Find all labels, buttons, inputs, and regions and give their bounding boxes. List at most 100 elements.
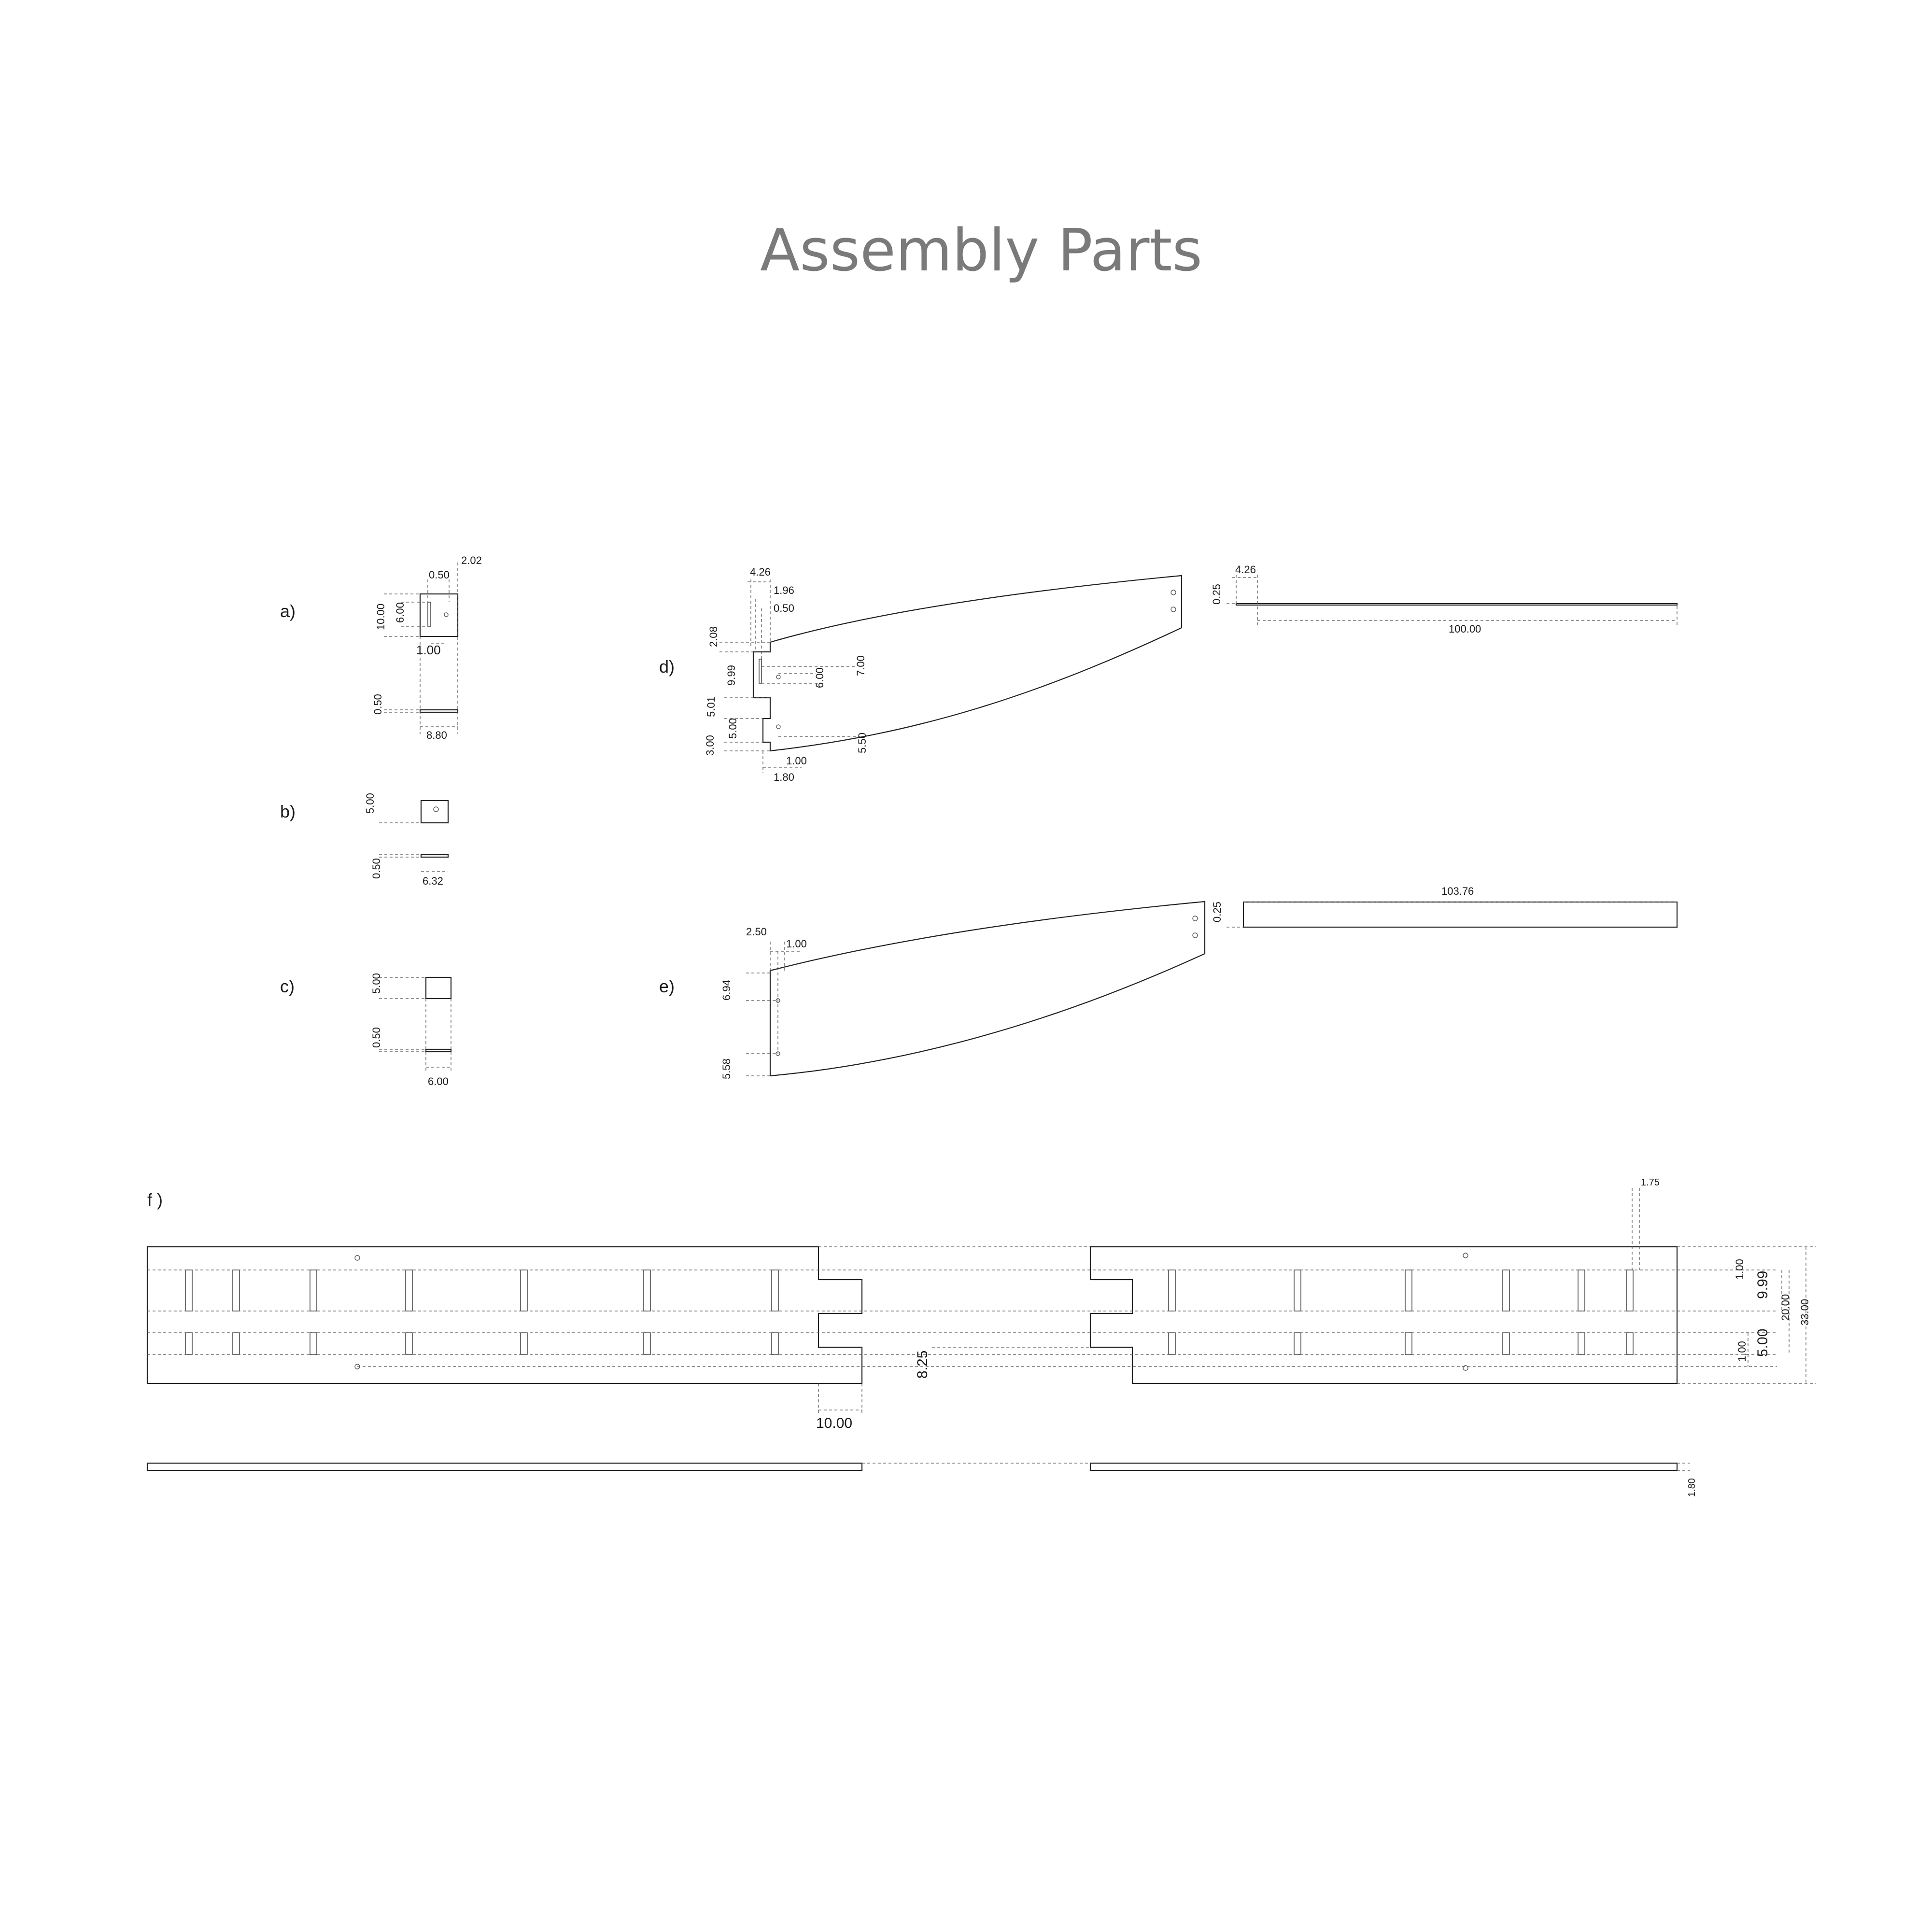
part-e-hole-3 bbox=[1192, 916, 1198, 921]
part-f-right-slot-lower-6 bbox=[1626, 1332, 1634, 1355]
part-b-hole bbox=[433, 806, 439, 812]
part-b-plan-view bbox=[420, 800, 449, 824]
part-e-hole-2 bbox=[776, 1051, 780, 1056]
part-d-profile bbox=[752, 575, 1183, 752]
dim-c-5-00: 5.00 bbox=[370, 973, 382, 994]
part-f-left-slot-upper-1 bbox=[185, 1269, 193, 1312]
dim-f-1-75: 1.75 bbox=[1641, 1177, 1660, 1188]
part-f-left-slot-lower-6 bbox=[643, 1332, 651, 1355]
dim-b-0-50: 0.50 bbox=[370, 858, 382, 879]
dim-e-1-00: 1.00 bbox=[786, 938, 807, 950]
part-f-hole-3 bbox=[1463, 1253, 1468, 1258]
part-f-left-slot-upper-3 bbox=[310, 1269, 317, 1312]
dim-f-10-00: 10.00 bbox=[816, 1415, 852, 1431]
dim-f-9-99: 9.99 bbox=[1755, 1271, 1771, 1299]
dim-f-1-80: 1.80 bbox=[1687, 1478, 1697, 1497]
part-f-left-side-view bbox=[146, 1462, 863, 1471]
dim-c-0-50: 0.50 bbox=[370, 1027, 382, 1048]
part-label-f: f ) bbox=[147, 1190, 163, 1210]
part-b: 5.00 0.50 6.32 bbox=[364, 793, 449, 887]
dim-d-side-0-25: 0.25 bbox=[1211, 584, 1223, 605]
part-d: 4.26 1.96 0.50 2.08 7.00 9.99 6.00 5.01 … bbox=[704, 564, 1678, 783]
part-f-hole-1 bbox=[354, 1255, 360, 1261]
part-f-left-slot-upper-5 bbox=[520, 1269, 528, 1312]
part-f-right-slot-upper-2 bbox=[1294, 1269, 1301, 1312]
part-label-c: c) bbox=[280, 976, 295, 996]
part-a: 2.02 0.50 10.00 6.00 1.00 0.50 8.80 bbox=[372, 554, 482, 741]
part-f-left-slot-lower-3 bbox=[310, 1332, 317, 1355]
part-e: 2.50 1.00 6.94 5.58 0.25 103.76 bbox=[720, 885, 1678, 1079]
dim-d-5-00: 5.00 bbox=[727, 718, 739, 739]
dim-d-1-96: 1.96 bbox=[774, 584, 794, 596]
part-a-hole bbox=[444, 612, 449, 617]
part-e-side-view bbox=[1242, 901, 1678, 928]
dim-d-4-26: 4.26 bbox=[750, 566, 771, 578]
part-f-left-slot-lower-5 bbox=[520, 1332, 528, 1355]
part-f-right-slot-lower-5 bbox=[1578, 1332, 1585, 1355]
part-a-slot bbox=[427, 602, 431, 627]
dim-d-1-80: 1.80 bbox=[774, 771, 794, 783]
part-f: 1.75 1.00 9.99 20.00 33.00 5.00 1.00 8.2… bbox=[146, 1177, 1816, 1497]
part-f-left-slot-upper-6 bbox=[643, 1269, 651, 1312]
part-f-left-panel bbox=[146, 1246, 863, 1384]
part-label-a: a) bbox=[280, 601, 296, 621]
dim-f-33-00: 33.00 bbox=[1799, 1299, 1811, 1326]
part-f-left-slot-lower-2 bbox=[232, 1332, 240, 1355]
dim-d-9-99: 9.99 bbox=[725, 665, 737, 686]
part-d-hole-2 bbox=[776, 724, 781, 729]
dim-d-1-00: 1.00 bbox=[786, 755, 807, 767]
part-e-hole-4 bbox=[1192, 932, 1198, 938]
dim-d-100-00: 100.00 bbox=[1449, 623, 1481, 635]
dim-b-6-32: 6.32 bbox=[423, 875, 443, 887]
part-label-b: b) bbox=[280, 802, 296, 821]
part-f-left-slot-lower-4 bbox=[405, 1332, 413, 1355]
dim-d-6-00: 6.00 bbox=[814, 667, 826, 688]
part-d-side-view bbox=[1235, 603, 1678, 606]
dim-d-side-4-26: 4.26 bbox=[1235, 564, 1256, 576]
dim-d-3-00: 3.00 bbox=[704, 735, 716, 756]
part-f-left-slot-upper-4 bbox=[405, 1269, 413, 1312]
part-f-right-side-view bbox=[1089, 1462, 1678, 1471]
dim-f-8-25: 8.25 bbox=[915, 1351, 931, 1379]
part-f-left-slot-upper-2 bbox=[232, 1269, 240, 1312]
part-e-profile bbox=[769, 901, 1206, 1077]
dim-b-5-00: 5.00 bbox=[364, 793, 376, 814]
dim-a-0-50: 0.50 bbox=[429, 569, 450, 581]
dim-e-103-76: 103.76 bbox=[1441, 885, 1474, 897]
part-f-hole-4 bbox=[1463, 1365, 1468, 1371]
dim-e-2-50: 2.50 bbox=[746, 926, 767, 938]
part-f-right-slot-lower-1 bbox=[1168, 1332, 1176, 1355]
dim-a-10-00: 10.00 bbox=[375, 604, 387, 630]
dim-a-2-02: 2.02 bbox=[461, 554, 482, 566]
dim-e-5-58: 5.58 bbox=[720, 1058, 733, 1079]
part-f-right-slot-upper-5 bbox=[1578, 1269, 1585, 1312]
part-f-right-slot-upper-1 bbox=[1168, 1269, 1176, 1312]
part-label-e: e) bbox=[659, 976, 675, 996]
page-title: Assembly Parts bbox=[760, 217, 1202, 284]
part-c-plan-view bbox=[425, 976, 452, 1000]
part-c: 5.00 0.50 6.00 bbox=[370, 973, 452, 1087]
part-a-plan-view bbox=[419, 593, 459, 637]
part-d-hole-4 bbox=[1170, 606, 1176, 612]
part-a-side-view bbox=[419, 709, 459, 713]
part-f-right-slot-lower-3 bbox=[1405, 1332, 1412, 1355]
dim-f-1-00-top: 1.00 bbox=[1734, 1259, 1746, 1280]
dim-f-1-00-bottom: 1.00 bbox=[1736, 1341, 1748, 1362]
part-f-right-slot-lower-4 bbox=[1502, 1332, 1510, 1355]
dim-e-side-0-25: 0.25 bbox=[1211, 902, 1223, 922]
dim-e-6-94: 6.94 bbox=[720, 980, 733, 1001]
dim-d-5-50: 5.50 bbox=[856, 733, 868, 753]
dim-f-5-00: 5.00 bbox=[1755, 1329, 1771, 1357]
part-label-d: d) bbox=[659, 657, 675, 677]
part-f-left-slot-lower-7 bbox=[771, 1332, 779, 1355]
dim-d-5-01: 5.01 bbox=[705, 696, 717, 717]
dim-f-20-00: 20.00 bbox=[1779, 1294, 1791, 1321]
part-f-right-panel bbox=[1089, 1246, 1678, 1384]
part-d-hole-1 bbox=[776, 675, 781, 679]
dim-d-0-50: 0.50 bbox=[774, 602, 794, 614]
part-f-right-slot-upper-6 bbox=[1626, 1269, 1634, 1312]
part-f-left-slot-lower-1 bbox=[185, 1332, 193, 1355]
part-e-hole-1 bbox=[776, 998, 780, 1003]
part-f-left-slot-upper-7 bbox=[771, 1269, 779, 1312]
